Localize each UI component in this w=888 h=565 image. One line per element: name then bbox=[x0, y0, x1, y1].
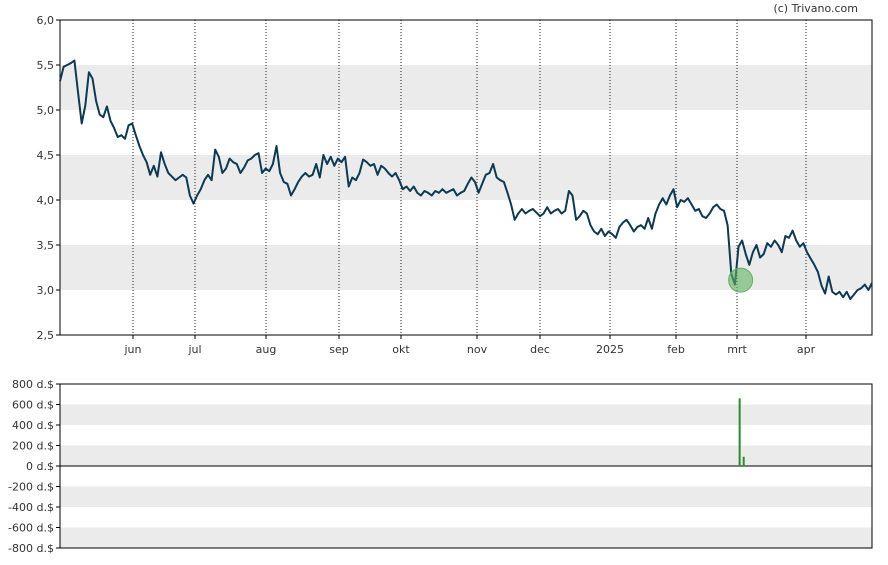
x-tick-label: jul bbox=[187, 343, 201, 356]
y-tick-label: 2,5 bbox=[37, 329, 55, 342]
price-line bbox=[59, 59, 873, 300]
x-tick-label: dec bbox=[530, 343, 550, 356]
volume-y-tick-label: -800 d.$ bbox=[8, 542, 54, 555]
y-tick-label: 4,5 bbox=[37, 149, 55, 162]
x-tick-label: aug bbox=[256, 343, 277, 356]
volume-y-tick-label: 600 d.$ bbox=[12, 399, 54, 412]
volume-y-tick-label: -400 d.$ bbox=[8, 501, 54, 514]
x-tick-label: feb bbox=[667, 343, 685, 356]
volume-y-tick-label: 800 d.$ bbox=[12, 378, 54, 391]
x-tick-label: 2025 bbox=[596, 343, 624, 356]
x-tick-label: jun bbox=[124, 343, 142, 356]
x-tick-label: apr bbox=[797, 343, 816, 356]
volume-bar bbox=[742, 456, 745, 466]
volume-y-tick-label: -600 d.$ bbox=[8, 522, 54, 535]
volume-y-tick-label: 0 d.$ bbox=[26, 460, 54, 473]
volume-band bbox=[60, 404, 872, 425]
event-marker bbox=[728, 267, 754, 293]
price-band bbox=[60, 155, 872, 200]
volume-band bbox=[60, 445, 872, 466]
y-tick-label: 4,0 bbox=[37, 194, 55, 207]
volume-band bbox=[60, 486, 872, 507]
y-tick-label: 5,5 bbox=[37, 59, 55, 72]
y-tick-label: 3,0 bbox=[37, 284, 55, 297]
x-tick-label: okt bbox=[392, 343, 410, 356]
y-tick-label: 5,0 bbox=[37, 104, 55, 117]
volume-y-tick-label: -200 d.$ bbox=[8, 481, 54, 494]
volume-y-tick-label: 400 d.$ bbox=[12, 419, 54, 432]
volume-bar bbox=[738, 398, 741, 466]
price-frame bbox=[59, 19, 873, 336]
y-tick-label: 3,5 bbox=[37, 239, 55, 252]
volume-band bbox=[60, 527, 872, 548]
x-tick-label: nov bbox=[467, 343, 488, 356]
price-band bbox=[60, 65, 872, 110]
credit-label: (c) Trivano.com bbox=[773, 2, 858, 15]
x-tick-label: mrt bbox=[727, 343, 747, 356]
x-tick-label: sep bbox=[329, 343, 348, 356]
volume-y-tick-label: 200 d.$ bbox=[12, 440, 54, 453]
y-tick-label: 6,0 bbox=[37, 14, 55, 27]
